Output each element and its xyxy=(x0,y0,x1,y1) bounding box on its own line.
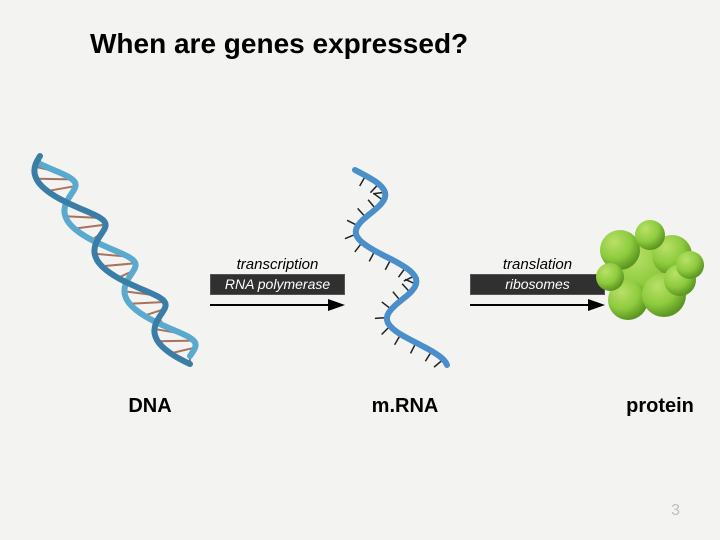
arrow1-shape xyxy=(210,298,345,312)
arrow1-top-label: transcription xyxy=(210,257,345,272)
arrow-translation: translation ribosomes xyxy=(470,257,605,312)
arrow1-bottom-label: RNA polymerase xyxy=(210,274,345,295)
arrow2-bottom-label: ribosomes xyxy=(470,274,605,295)
dna-label: DNA xyxy=(100,395,200,418)
slide-title: When are genes expressed? xyxy=(90,28,468,60)
protein-graphic xyxy=(590,215,705,335)
arrow-transcription: transcription RNA polymerase xyxy=(210,257,345,312)
arrow2-shape xyxy=(470,298,605,312)
mrna-label: m.RNA xyxy=(355,395,455,418)
dna-helix-graphic xyxy=(30,150,220,380)
arrow2-top-label: translation xyxy=(470,257,605,272)
page-number: 3 xyxy=(671,502,680,520)
mrna-strand-graphic xyxy=(335,160,465,380)
protein-label: protein xyxy=(610,395,710,418)
slide-container: { "title": { "text": "When are genes exp… xyxy=(0,0,720,540)
